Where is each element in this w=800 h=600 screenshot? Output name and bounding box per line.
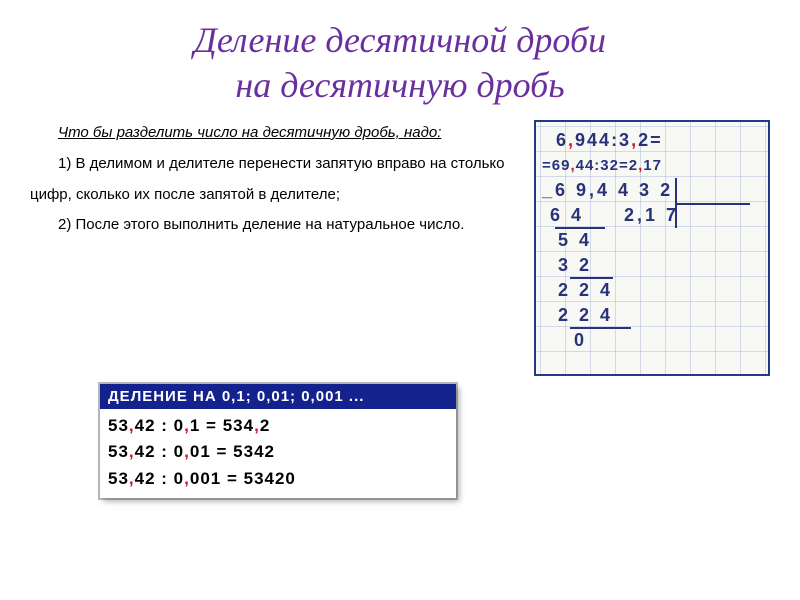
division-step: 5 4 — [542, 228, 762, 253]
rule-box-body: 53,42 : 0,1 = 534,253,42 : 0,01 = 534253… — [100, 409, 456, 498]
rule-box-header: ДЕЛЕНИЕ НА 0,1; 0,01; 0,001 ... — [100, 384, 456, 409]
title-line2: на десятичную дробь — [30, 63, 770, 108]
transform-line-1: 6,944:3,2= — [542, 128, 762, 153]
title-line1: Деление десятичной дроби — [30, 18, 770, 63]
text-column: Что бы разделить число на десятичную дро… — [30, 118, 520, 376]
rule-box: ДЕЛЕНИЕ НА 0,1; 0,01; 0,001 ... 53,42 : … — [100, 384, 456, 498]
rule-2: 2) После этого выполнить деление на нату… — [30, 210, 520, 241]
slide-title: Деление десятичной дроби на десятичную д… — [0, 0, 800, 116]
body: Что бы разделить число на десятичную дро… — [0, 116, 800, 376]
dividend-divisor-row: _6 9,4 4 3 2 — [542, 178, 762, 203]
rule-row: 53,42 : 0,1 = 534,2 — [108, 413, 448, 439]
division-step: 3 2 — [542, 253, 762, 278]
division-step: 2 2 4 — [542, 303, 762, 328]
figure-column: 6,944:3,2==69,44:32=2,17_6 9,4 4 3 2 6 4… — [534, 118, 770, 376]
division-step: 0 — [542, 328, 762, 353]
rule-row: 53,42 : 0,01 = 5342 — [108, 439, 448, 465]
transform-line-2: =69,44:32=2,17 — [542, 153, 762, 178]
division-step: 2 2 4 — [542, 278, 762, 303]
intro-paragraph: Что бы разделить число на десятичную дро… — [30, 118, 520, 149]
rule-1: 1) В делимом и делителе перенести запяту… — [30, 149, 520, 211]
quotient-row: 6 4 2,1 7 — [542, 203, 762, 228]
rule-row: 53,42 : 0,001 = 53420 — [108, 466, 448, 492]
long-division-figure: 6,944:3,2==69,44:32=2,17_6 9,4 4 3 2 6 4… — [534, 120, 770, 376]
